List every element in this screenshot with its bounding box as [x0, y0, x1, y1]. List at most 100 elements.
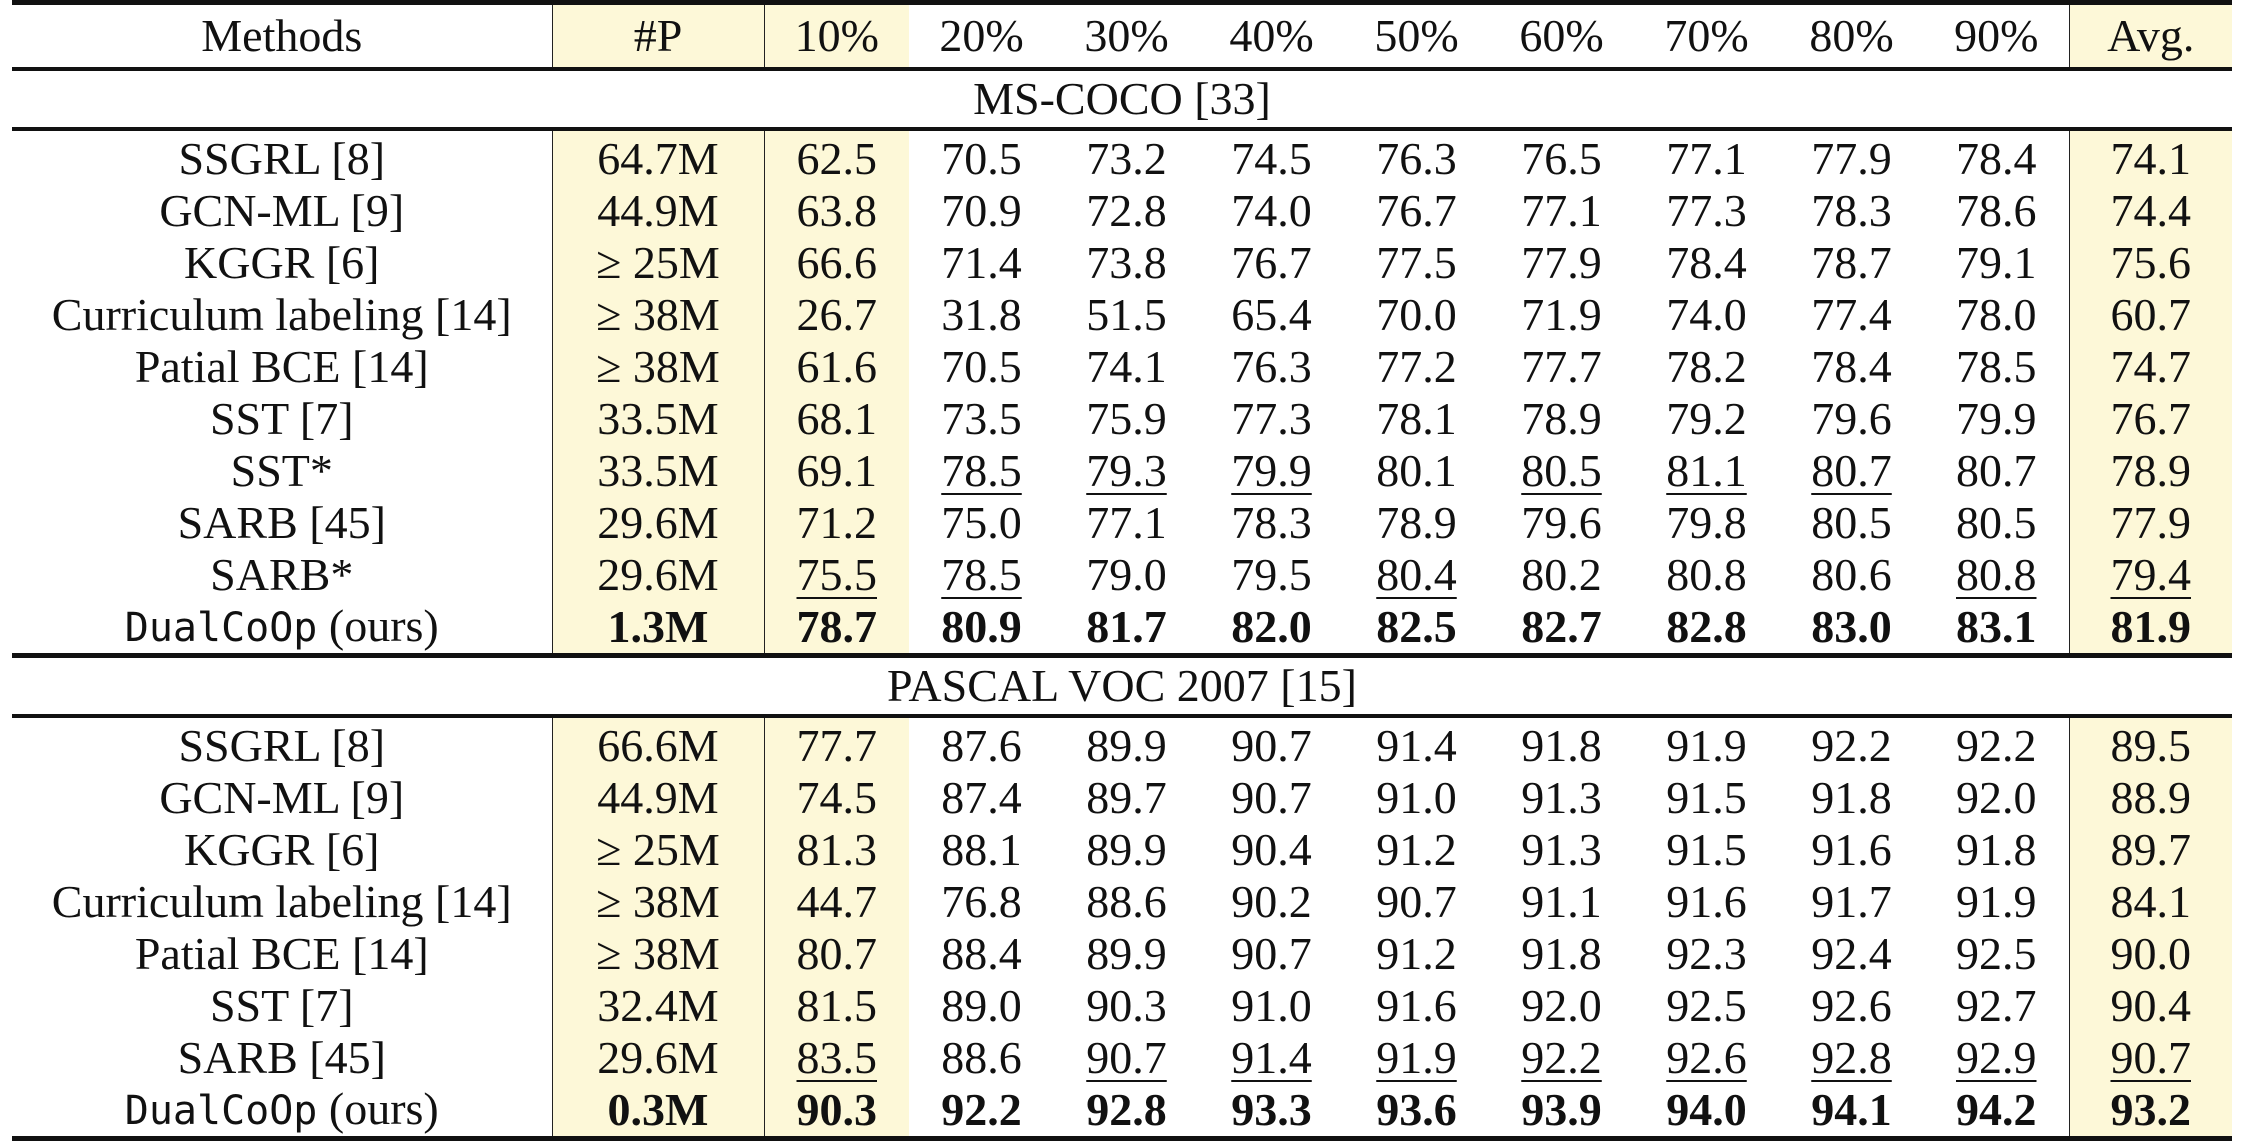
ratio-value: 74.1	[1054, 341, 1199, 393]
ratio-value: 77.9	[1489, 237, 1634, 289]
method-name: SST [7]	[12, 393, 553, 445]
value-text: 68.1	[796, 393, 878, 444]
value-text: 91.4	[1376, 720, 1457, 771]
ratio-value: 91.6	[1344, 980, 1489, 1032]
ratio-value: 80.7	[764, 928, 909, 980]
value-text: 79.9	[1231, 445, 1312, 496]
value-text: 91.8	[1521, 928, 1602, 979]
value-text: 91.6	[1811, 824, 1892, 875]
ratio-value: 93.6	[1344, 1084, 1489, 1141]
value-text: 87.6	[941, 720, 1022, 771]
value-text: 79.2	[1666, 393, 1747, 444]
value-text: 89.7	[1086, 772, 1167, 823]
value-text: 89.9	[1086, 720, 1167, 771]
avg-value: 90.4	[2069, 980, 2232, 1032]
value-text: 80.5	[1956, 497, 2037, 548]
value-text: 76.7	[1231, 237, 1312, 288]
ratio-value: 73.2	[1054, 129, 1199, 185]
ratio-value: 92.5	[1924, 928, 2070, 980]
value-text: 76.7	[1376, 185, 1457, 236]
ratio-value: 92.2	[1924, 716, 2070, 772]
value-text: 90.4	[1231, 824, 1312, 875]
value-text: 78.3	[1231, 497, 1312, 548]
value-text: 91.7	[1811, 876, 1892, 927]
method-name-cell: DualCoOp (ours)	[12, 601, 553, 658]
ratio-value: 62.5	[764, 129, 909, 185]
value-text: 70.5	[941, 341, 1022, 392]
ratio-value: 93.9	[1489, 1084, 1634, 1141]
value-text: 76.8	[941, 876, 1022, 927]
ratio-value: 90.4	[1199, 824, 1344, 876]
value-text: 79.9	[1956, 393, 2037, 444]
value-text: 91.3	[1521, 824, 1602, 875]
method-name: SARB [45]	[12, 1032, 553, 1084]
ours-row: DualCoOp (ours) 0.3M 90.3 92.2 92.8 93.3 93.6 9…	[12, 1083, 2232, 1141]
ratio-value: 91.9	[1924, 876, 2070, 928]
value-text: 76.3	[1231, 341, 1312, 392]
value-text: 83.1	[1956, 601, 2037, 652]
ratio-value: 92.6	[1779, 980, 1924, 1032]
ratio-value: 90.3	[764, 1084, 909, 1141]
ratio-value: 92.0	[1924, 772, 2070, 824]
value-text: 92.6	[1666, 1032, 1747, 1083]
value-text: 70.9	[941, 185, 1022, 236]
value-text: 78.5	[941, 445, 1022, 496]
table-row: SARB* 29.6M 75.5 78.5 79.0 79.5 80.4 80.2 80.8 80…	[12, 549, 2232, 601]
value-text: 80.5	[1521, 445, 1602, 496]
ratio-value: 79.9	[1924, 393, 2070, 445]
ratio-value: 80.8	[1634, 549, 1779, 601]
value-text: 91.8	[1811, 772, 1892, 823]
value-text: 74.5	[796, 772, 878, 823]
value-text: 80.8	[1956, 549, 2037, 600]
ratio-value: 91.8	[1489, 928, 1634, 980]
value-text: 91.6	[1666, 876, 1747, 927]
avg-value: 84.1	[2069, 876, 2232, 928]
method-name: Curriculum labeling [14]	[12, 289, 553, 341]
ratio-value: 92.2	[909, 1084, 1054, 1141]
ratio-value: 91.0	[1199, 980, 1344, 1032]
section-header-row: MS-COCO [33]	[12, 69, 2232, 131]
ratio-value: 77.1	[1054, 497, 1199, 549]
ratio-value: 92.0	[1489, 980, 1634, 1032]
header-ratio-40: 40%	[1199, 0, 1344, 71]
table-row: SSGRL [8] 64.7M 62.5 70.5 73.2 74.5 76.3 76.5 77…	[12, 129, 2232, 185]
value-text: 90.7	[1376, 876, 1457, 927]
method-name: Curriculum labeling [14]	[12, 876, 553, 928]
header-avg: Avg.	[2069, 0, 2232, 71]
value-text: 78.7	[796, 601, 878, 652]
value-text: 74.5	[1231, 133, 1312, 184]
value-text: 78.7	[1811, 237, 1892, 288]
ratio-value: 92.2	[1489, 1032, 1634, 1084]
value-text: 89.0	[941, 980, 1022, 1031]
method-suffix: (ours)	[317, 1083, 439, 1134]
table-row: SSGRL [8] 66.6M 77.7 87.6 89.9 90.7 91.4 91.8 91…	[12, 716, 2232, 772]
ratio-value: 91.5	[1634, 824, 1779, 876]
ratio-value: 81.3	[764, 824, 909, 876]
ratio-value: 51.5	[1054, 289, 1199, 341]
value-text: 82.8	[1666, 601, 1747, 652]
ratio-value: 91.3	[1489, 772, 1634, 824]
value-text: 91.1	[1521, 876, 1602, 927]
value-text: 92.0	[1521, 980, 1602, 1031]
value-text: 80.7	[1956, 445, 2037, 496]
header-ratio-30: 30%	[1054, 0, 1199, 71]
avg-text: 84.1	[2110, 876, 2192, 927]
value-text: 79.6	[1811, 393, 1892, 444]
value-text: 91.5	[1666, 772, 1747, 823]
ratio-value: 91.6	[1779, 824, 1924, 876]
value-text: 73.5	[941, 393, 1022, 444]
value-text: 83.0	[1811, 601, 1892, 652]
ratio-value: 83.0	[1779, 601, 1924, 658]
value-text: 89.9	[1086, 928, 1167, 979]
ratio-value: 94.0	[1634, 1084, 1779, 1141]
value-text: 78.3	[1811, 185, 1892, 236]
value-text: 92.2	[1521, 1032, 1602, 1083]
value-text: 90.3	[796, 1084, 878, 1135]
ratio-value: 91.5	[1634, 772, 1779, 824]
ratio-value: 76.3	[1199, 341, 1344, 393]
ratio-value: 90.7	[1199, 716, 1344, 772]
ratio-value: 88.6	[1054, 876, 1199, 928]
ratio-value: 65.4	[1199, 289, 1344, 341]
ratio-value: 91.8	[1489, 716, 1634, 772]
header-ratio-50: 50%	[1344, 0, 1489, 71]
